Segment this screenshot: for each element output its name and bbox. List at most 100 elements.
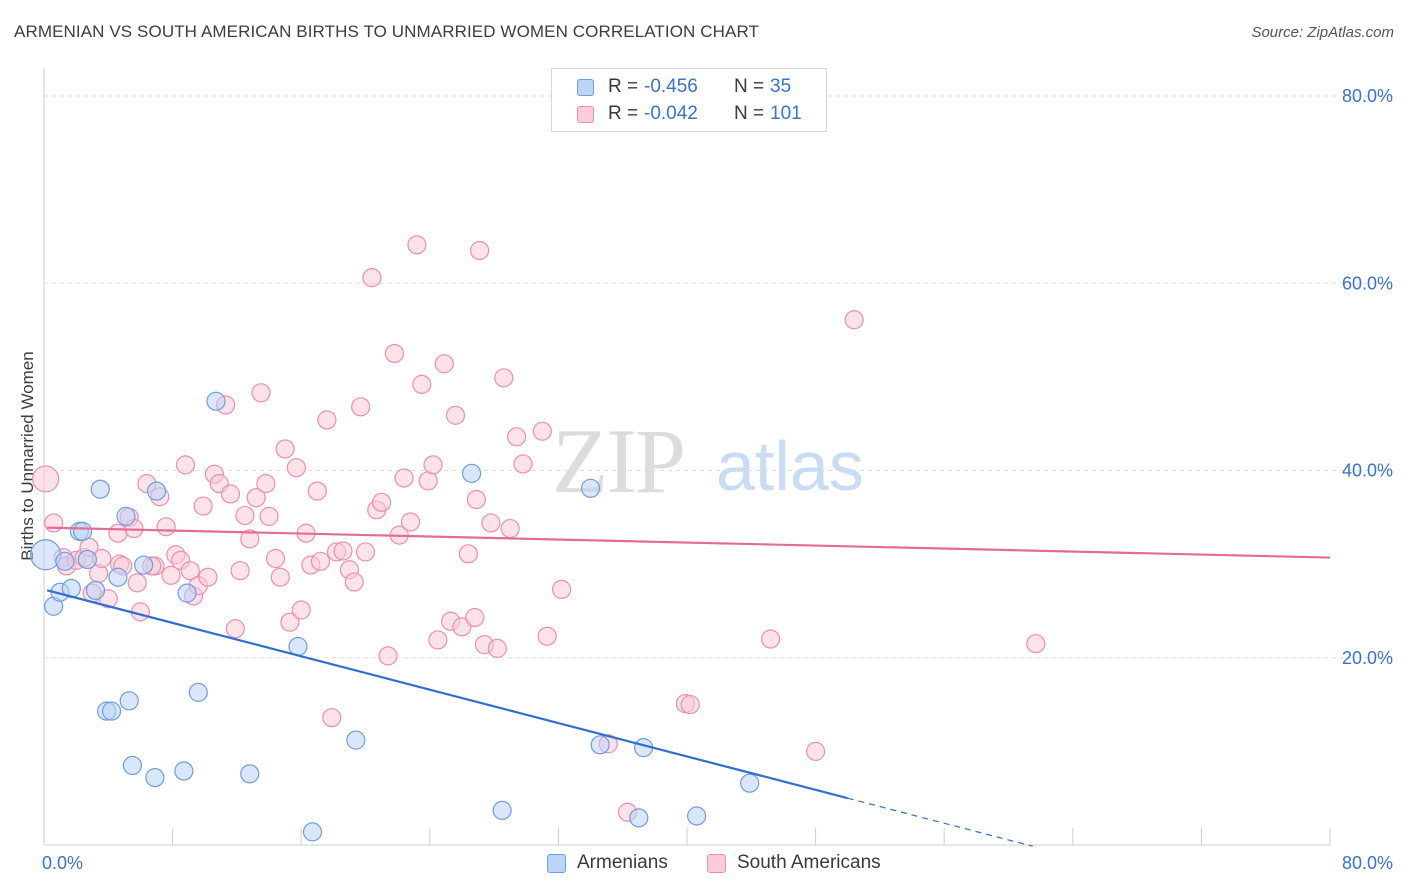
south-americans-point [507,427,527,447]
legend-n-label: N = [734,103,765,124]
bottom-legend-swatch-pink [707,854,726,873]
gridlines [44,95,1392,659]
chart-source: Source: ZipAtlas.com [1251,24,1394,41]
south-americans-point [225,619,245,639]
south-americans-point [108,523,128,543]
south-americans-point [127,573,147,593]
south-americans-point [452,617,472,637]
armenians-point [55,551,75,571]
south-americans-point [384,343,405,364]
south-americans-point [230,561,250,581]
south-americans-point [458,544,478,564]
south-americans-point [275,439,295,459]
south-americans-point [322,708,342,728]
trend-lines [46,526,1331,847]
south-americans-point [333,541,353,561]
south-americans-point [552,579,572,600]
armenians-point [145,767,165,788]
south-americans-point [481,513,501,533]
armenians-point [116,506,136,526]
watermark-atlas: atlas [716,427,864,505]
legend-r-value: -0.042 [644,103,698,124]
south-americans-point [407,235,427,255]
south-americans-point [307,481,327,501]
armenians-trend-line [46,589,849,800]
south-americans-point [500,518,520,539]
x-tick-label: 80.0% [1342,853,1393,873]
south-americans-point [351,397,371,417]
legend-swatch-blue [577,79,594,96]
armenians-point [740,773,760,793]
armenians-point [206,391,226,411]
south-americans-point [494,368,514,388]
south-americans-point [355,542,376,562]
bottom-legend-label: Armenians [577,852,668,873]
south-americans-point [805,741,826,761]
armenians-point [72,521,93,541]
legend-n-label: N = [734,76,765,97]
south-americans-point [161,565,181,585]
armenians-point [492,800,512,820]
south-americans-point [265,548,286,569]
x-tick-label: 0.0% [42,853,83,873]
south-americans-point [362,268,382,288]
south-americans-point [400,512,421,532]
south-americans-point [1026,634,1046,654]
south-americans-point [220,484,241,504]
legend-r-label: R = [608,76,639,97]
armenians-point [346,730,366,750]
armenians-point [240,764,260,784]
south-americans-point [394,468,414,488]
south-americans-point [344,572,364,592]
armenians-point [30,539,62,571]
armenians-point [302,822,323,842]
south-americans-point [412,374,432,394]
armenians-point [101,701,122,721]
armenians-point [77,549,98,570]
y-tick-label: 60.0% [1342,273,1393,293]
y-tick-label: 40.0% [1342,461,1393,481]
south-americans-point [156,517,176,537]
armenians-point [461,463,482,483]
south-americans-point [286,458,306,478]
south-americans-point [532,421,552,441]
armenians-point [687,806,707,826]
south-americans-point [240,529,260,549]
south-americans-point [193,496,213,516]
south-americans-point [465,607,485,628]
south-americans-point [760,629,781,649]
y-tick-label: 80.0% [1342,86,1393,106]
south-americans-point [378,646,398,666]
watermark-zip: ZIP [552,410,684,512]
watermark: ZIP atlas [552,410,864,512]
south-americans-point [291,600,311,620]
bottom-legend-swatch-blue [547,854,566,873]
south-americans-point [198,567,218,587]
south-americans-point [235,505,255,526]
legend-r-value: -0.456 [644,76,698,97]
legend-n-value: 101 [770,103,802,124]
legend-n-value: 35 [770,76,792,97]
south-americans-point [423,455,443,475]
series-south-americans [32,235,1046,822]
armenians-point [188,682,208,702]
south-americans-point [256,474,276,494]
south-americans-point [180,561,200,581]
south-americans-point [251,383,271,403]
legend-swatch-pink [577,106,594,123]
south-americans-point [844,310,864,330]
south-americans-point [487,638,507,658]
south-americans-point [246,488,266,508]
south-americans-point [32,465,60,493]
south-americans-point [310,551,331,571]
bottom-legend-label: South Americans [737,852,881,873]
armenians-point [85,580,106,600]
y-tick-label: 20.0% [1342,648,1393,668]
south-americans-point [470,240,490,261]
armenians-point [122,755,143,776]
south-americans-point [317,410,337,430]
armenians-point [134,555,154,575]
south-americans-point [44,513,64,533]
armenians-point [580,478,601,498]
